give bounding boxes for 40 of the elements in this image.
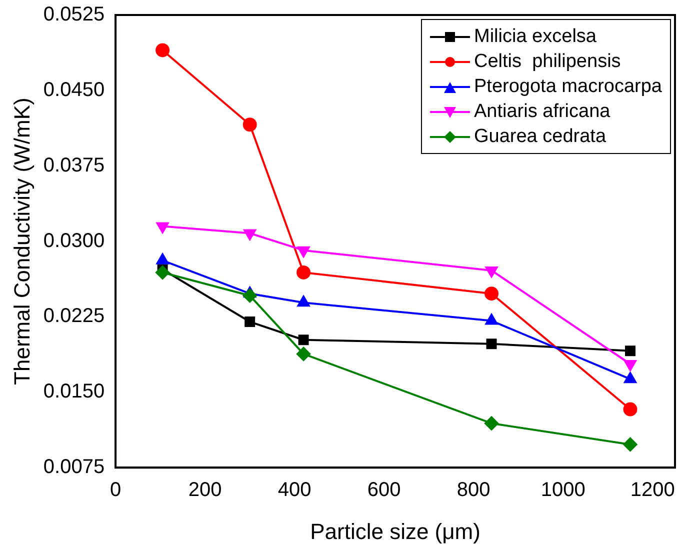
point bbox=[486, 338, 497, 350]
x-tick-label: 800 bbox=[456, 479, 490, 502]
y-tick-label: 0.0075 bbox=[43, 456, 105, 478]
x-tick-label: 200 bbox=[188, 479, 222, 502]
y-axis-title: Thermal Conductivity (W/mK) bbox=[9, 98, 34, 385]
y-tick-label: 0.0375 bbox=[43, 154, 105, 176]
point bbox=[156, 222, 169, 234]
point bbox=[625, 346, 636, 356]
y-tick-label: 0.0225 bbox=[43, 305, 105, 328]
point bbox=[297, 246, 310, 258]
point bbox=[484, 416, 499, 430]
point bbox=[242, 118, 257, 132]
x-tick-label: 600 bbox=[367, 479, 401, 502]
x-tick-label: 0 bbox=[110, 479, 122, 502]
point bbox=[156, 43, 170, 58]
legend-label: Celtis philipensis bbox=[474, 50, 621, 74]
y-tick-label: 0.0450 bbox=[43, 78, 105, 101]
point bbox=[298, 334, 309, 346]
point bbox=[296, 346, 311, 361]
legend-label: Antiaris africana bbox=[474, 100, 610, 124]
point bbox=[484, 286, 499, 301]
point bbox=[623, 402, 638, 416]
legend-label: Pterogota macrocarpa bbox=[474, 75, 662, 99]
point bbox=[244, 316, 256, 328]
x-tick-label: 400 bbox=[278, 479, 312, 502]
y-tick-label: 0.0525 bbox=[43, 4, 105, 26]
legend-label: Milicia excelsa bbox=[474, 25, 596, 49]
x-axis-title: Particle size (μm) bbox=[310, 518, 480, 544]
point bbox=[296, 265, 311, 280]
point bbox=[624, 372, 636, 384]
point bbox=[623, 437, 638, 452]
point bbox=[242, 288, 257, 303]
y-tick-label: 0.0300 bbox=[43, 230, 105, 252]
y-tick-label: 0.0150 bbox=[43, 380, 105, 403]
x-tick-label: 1000 bbox=[540, 479, 586, 502]
point bbox=[485, 266, 498, 278]
point bbox=[156, 265, 170, 280]
legend-label: Guarea cedrata bbox=[474, 125, 606, 149]
x-tick-label: 1200 bbox=[630, 479, 675, 502]
point bbox=[244, 229, 256, 240]
